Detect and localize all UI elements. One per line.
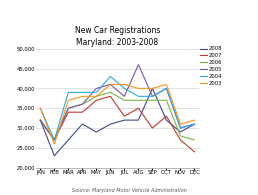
2008 (123, 119, 126, 121)
2005 (137, 63, 140, 66)
2005 (193, 123, 196, 125)
2007 (137, 107, 140, 109)
2003 (53, 143, 56, 145)
Title: New Car Registrations
Maryland: 2003-2008: New Car Registrations Maryland: 2003-200… (75, 27, 160, 47)
2003 (81, 95, 84, 98)
2004 (67, 91, 70, 94)
2006 (95, 95, 98, 98)
2006 (81, 103, 84, 105)
2006 (67, 107, 70, 109)
2007 (151, 127, 154, 129)
2007 (193, 151, 196, 153)
2003 (39, 107, 42, 109)
2004 (81, 91, 84, 94)
2006 (53, 139, 56, 141)
2003 (137, 87, 140, 90)
2003 (193, 119, 196, 121)
2005 (151, 95, 154, 98)
2007 (165, 115, 168, 117)
2003 (109, 83, 112, 86)
Line: 2008: 2008 (40, 88, 195, 156)
2005 (179, 127, 182, 129)
Line: 2005: 2005 (40, 65, 195, 140)
2005 (67, 107, 70, 109)
2004 (137, 95, 140, 98)
2007 (67, 111, 70, 113)
2007 (179, 139, 182, 141)
2008 (165, 119, 168, 121)
2004 (123, 87, 126, 90)
2008 (67, 139, 70, 141)
2008 (151, 87, 154, 90)
2005 (123, 95, 126, 98)
2008 (81, 123, 84, 125)
Legend: 2008, 2007, 2006, 2005, 2004, 2003: 2008, 2007, 2006, 2005, 2004, 2003 (200, 46, 222, 86)
2006 (151, 99, 154, 101)
2008 (53, 155, 56, 157)
2006 (39, 119, 42, 121)
2004 (53, 139, 56, 141)
2003 (95, 95, 98, 98)
2003 (179, 123, 182, 125)
2007 (123, 115, 126, 117)
2003 (67, 99, 70, 101)
2005 (53, 139, 56, 141)
Line: 2003: 2003 (40, 84, 195, 144)
2006 (193, 139, 196, 141)
2006 (137, 99, 140, 101)
2006 (179, 135, 182, 137)
2003 (151, 87, 154, 90)
2004 (179, 127, 182, 129)
2007 (53, 139, 56, 141)
2005 (81, 103, 84, 105)
2006 (123, 99, 126, 101)
2007 (81, 111, 84, 113)
2007 (109, 95, 112, 98)
2003 (165, 83, 168, 86)
2005 (165, 87, 168, 90)
2005 (109, 83, 112, 86)
2003 (123, 83, 126, 86)
2006 (109, 91, 112, 94)
2008 (193, 123, 196, 125)
Line: 2006: 2006 (40, 92, 195, 140)
2004 (165, 87, 168, 90)
2008 (179, 131, 182, 133)
2004 (95, 91, 98, 94)
Text: Source: Maryland Motor Vehicle Administration: Source: Maryland Motor Vehicle Administr… (71, 188, 187, 193)
2004 (193, 123, 196, 125)
2005 (95, 87, 98, 90)
2007 (95, 99, 98, 101)
2004 (39, 107, 42, 109)
2004 (109, 75, 112, 78)
2008 (95, 131, 98, 133)
2006 (165, 99, 168, 101)
Line: 2004: 2004 (40, 76, 195, 140)
2008 (39, 119, 42, 121)
Line: 2007: 2007 (40, 96, 195, 152)
2007 (39, 119, 42, 121)
2004 (151, 95, 154, 98)
2005 (39, 119, 42, 121)
2008 (109, 123, 112, 125)
2008 (137, 119, 140, 121)
